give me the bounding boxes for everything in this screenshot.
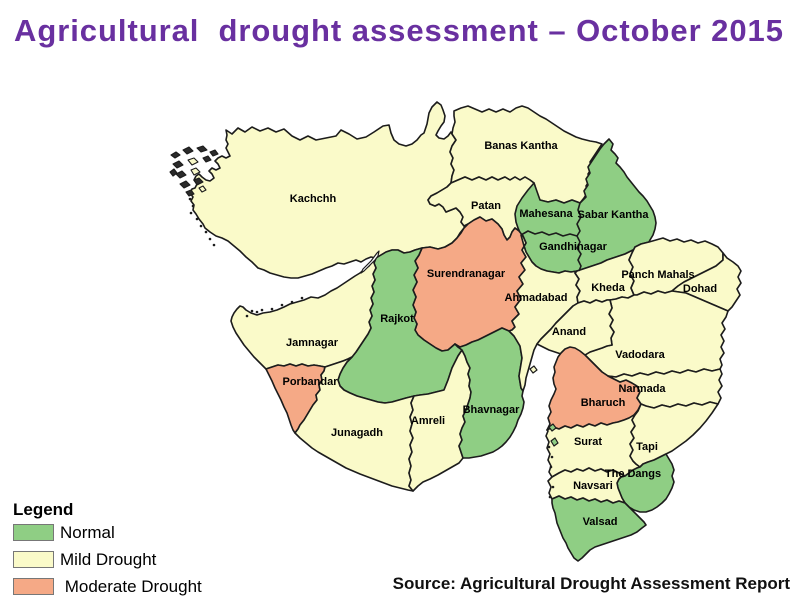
svg-text:Valsad: Valsad xyxy=(583,516,618,528)
svg-text:Surendranagar: Surendranagar xyxy=(427,268,506,280)
svg-text:Kheda: Kheda xyxy=(591,282,626,294)
svg-text:Amreli: Amreli xyxy=(411,415,445,427)
svg-text:Sabar Kantha: Sabar Kantha xyxy=(578,209,650,221)
svg-text:Vadodara: Vadodara xyxy=(615,349,665,361)
svg-text:The Dangs: The Dangs xyxy=(605,468,661,480)
svg-text:Narmada: Narmada xyxy=(618,383,666,395)
svg-text:Tapi: Tapi xyxy=(636,441,658,453)
svg-text:Junagadh: Junagadh xyxy=(331,427,383,439)
svg-text:Anand: Anand xyxy=(552,326,586,338)
svg-text:Panch Mahals: Panch Mahals xyxy=(621,269,694,281)
svg-text:Patan: Patan xyxy=(471,200,501,212)
svg-text:Bhavnagar: Bhavnagar xyxy=(463,404,521,416)
svg-text:Navsari: Navsari xyxy=(573,480,613,492)
svg-text:Mahesana: Mahesana xyxy=(519,208,573,220)
svg-text:Rajkot: Rajkot xyxy=(380,313,414,325)
svg-text:Ahmadabad: Ahmadabad xyxy=(505,292,568,304)
svg-text:Surat: Surat xyxy=(574,436,602,448)
svg-text:Banas Kantha: Banas Kantha xyxy=(484,140,558,152)
svg-text:Jamnagar: Jamnagar xyxy=(286,337,339,349)
svg-text:Kachchh: Kachchh xyxy=(290,193,337,205)
svg-text:Dohad: Dohad xyxy=(683,283,717,295)
svg-text:Bharuch: Bharuch xyxy=(581,397,626,409)
svg-text:Gandhinagar: Gandhinagar xyxy=(539,241,608,253)
svg-text:Porbandar: Porbandar xyxy=(282,376,338,388)
